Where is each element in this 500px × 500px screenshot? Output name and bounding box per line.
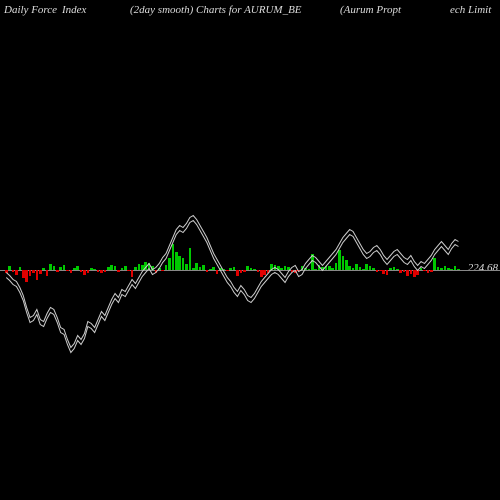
chart-container: Daily ForceIndex(2day smooth) Charts for… xyxy=(0,0,500,500)
indicator-line xyxy=(0,0,500,500)
